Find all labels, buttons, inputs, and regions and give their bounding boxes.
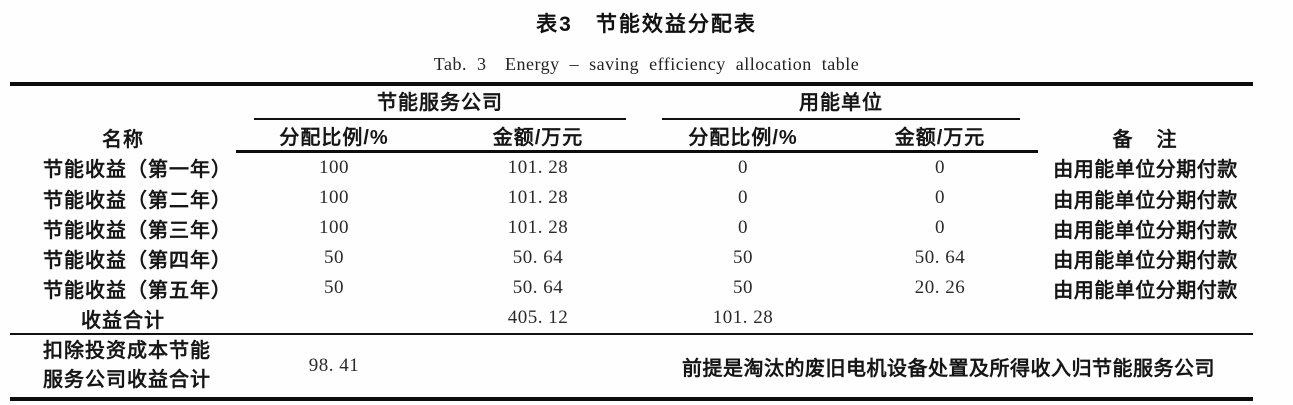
table-caption-zh: 表3 节能效益分配表: [536, 13, 757, 36]
cell-premise-note: 前提是淘汰的废旧电机设备处置及所得收入归节能服务公司: [644, 333, 1253, 399]
cell-esco-ratio: 100: [319, 157, 349, 178]
table-row-year5: 节能收益（第五年） 50 50. 64 50 20. 26 由用能单位分期付款: [10, 273, 1253, 303]
cell-user-ratio: 50: [733, 247, 753, 268]
table-row-total: 收益合计 405. 12 101. 28: [10, 303, 1253, 334]
cell-esco-amount: 50. 64: [512, 247, 564, 268]
cell-remark: 由用能单位分期付款: [1053, 189, 1238, 212]
header-name: 名称: [102, 128, 144, 151]
cell-name: 节能收益（第一年）: [43, 158, 232, 181]
cell-remark: 由用能单位分期付款: [1053, 158, 1238, 181]
cell-esco-ratio: 50: [324, 277, 344, 298]
header-group-esco-label: 节能服务公司: [254, 86, 626, 120]
header-group-user: 用能单位: [644, 84, 1038, 120]
cell-esco-amount-total: 405. 12: [507, 307, 569, 328]
cell-esco-ratio: 50: [324, 247, 344, 268]
cell-name: 节能收益（第三年）: [43, 219, 232, 242]
cell-net-profit-label: 扣除投资成本节能 服务公司收益合计: [10, 333, 236, 399]
cell-user-ratio: 0: [738, 157, 748, 178]
cell-remark: 由用能单位分期付款: [1053, 279, 1238, 302]
cell-user-amount: 20. 26: [914, 277, 966, 298]
cell-remark: 由用能单位分期付款: [1053, 219, 1238, 242]
cell-user-ratio: 50: [733, 277, 753, 298]
cell-empty: [236, 303, 432, 334]
cell-empty: [1038, 303, 1253, 334]
table-row-year1: 节能收益（第一年） 100 101. 28 0 0 由用能单位分期付款: [10, 152, 1253, 184]
cell-user-amount: 50. 64: [914, 247, 966, 268]
header-group-user-label: 用能单位: [662, 86, 1020, 120]
cell-esco-ratio: 100: [319, 217, 349, 238]
header-user-amount: 金额/万元: [842, 120, 1038, 153]
cell-name: 节能收益（第二年）: [43, 189, 232, 212]
header-group-esco: 节能服务公司: [236, 84, 644, 120]
table-caption-en: Tab. 3 Energy – saving efficiency alloca…: [433, 54, 860, 74]
cell-user-amount: 0: [935, 217, 945, 238]
table-body: 节能收益（第一年） 100 101. 28 0 0 由用能单位分期付款 节能收益…: [10, 152, 1253, 399]
cell-empty: [842, 303, 1038, 334]
cell-total-label: 收益合计: [81, 309, 165, 332]
table-row-year4: 节能收益（第四年） 50 50. 64 50 50. 64 由用能单位分期付款: [10, 243, 1253, 273]
header-remark: 备 注: [1112, 128, 1179, 151]
header-row-groups: 名称 节能服务公司 用能单位 备 注: [10, 84, 1253, 151]
cell-net-profit-value: 98. 41: [236, 333, 432, 399]
table-header: 名称 节能服务公司 用能单位 备 注 分配比例/% 金额/万元 分配比例/% 金…: [10, 84, 1253, 153]
cell-user-ratio: 0: [738, 187, 748, 208]
cell-user-ratio-total: 101. 28: [712, 307, 774, 328]
cell-remark: 由用能单位分期付款: [1053, 249, 1238, 272]
table-row-net-profit: 扣除投资成本节能 服务公司收益合计 98. 41 前提是淘汰的废旧电机设备处置及…: [10, 333, 1253, 399]
cell-esco-amount: 101. 28: [507, 187, 569, 208]
cell-empty: [432, 333, 644, 399]
net-profit-label-line2: 服务公司收益合计: [43, 369, 211, 391]
cell-esco-amount: 101. 28: [507, 217, 569, 238]
cell-user-amount: 0: [935, 187, 945, 208]
cell-user-amount: 0: [935, 157, 945, 178]
energy-saving-allocation-table: 名称 节能服务公司 用能单位 备 注 分配比例/% 金额/万元 分配比例/% 金…: [10, 82, 1253, 401]
header-esco-ratio: 分配比例/%: [236, 120, 432, 153]
cell-name: 节能收益（第四年）: [43, 249, 232, 272]
cell-user-ratio: 0: [738, 217, 748, 238]
table-row-year3: 节能收益（第三年） 100 101. 28 0 0 由用能单位分期付款: [10, 213, 1253, 243]
cell-esco-amount: 101. 28: [507, 157, 569, 178]
cell-name: 节能收益（第五年）: [43, 279, 232, 302]
cell-esco-amount: 50. 64: [512, 277, 564, 298]
header-row-subcolumns: 分配比例/% 金额/万元 分配比例/% 金额/万元: [10, 120, 1253, 153]
table-row-year2: 节能收益（第二年） 100 101. 28 0 0 由用能单位分期付款: [10, 183, 1253, 213]
header-esco-amount: 金额/万元: [432, 120, 644, 153]
cell-esco-ratio: 100: [319, 187, 349, 208]
net-profit-label-line1: 扣除投资成本节能: [43, 340, 211, 362]
header-user-ratio: 分配比例/%: [644, 120, 842, 153]
